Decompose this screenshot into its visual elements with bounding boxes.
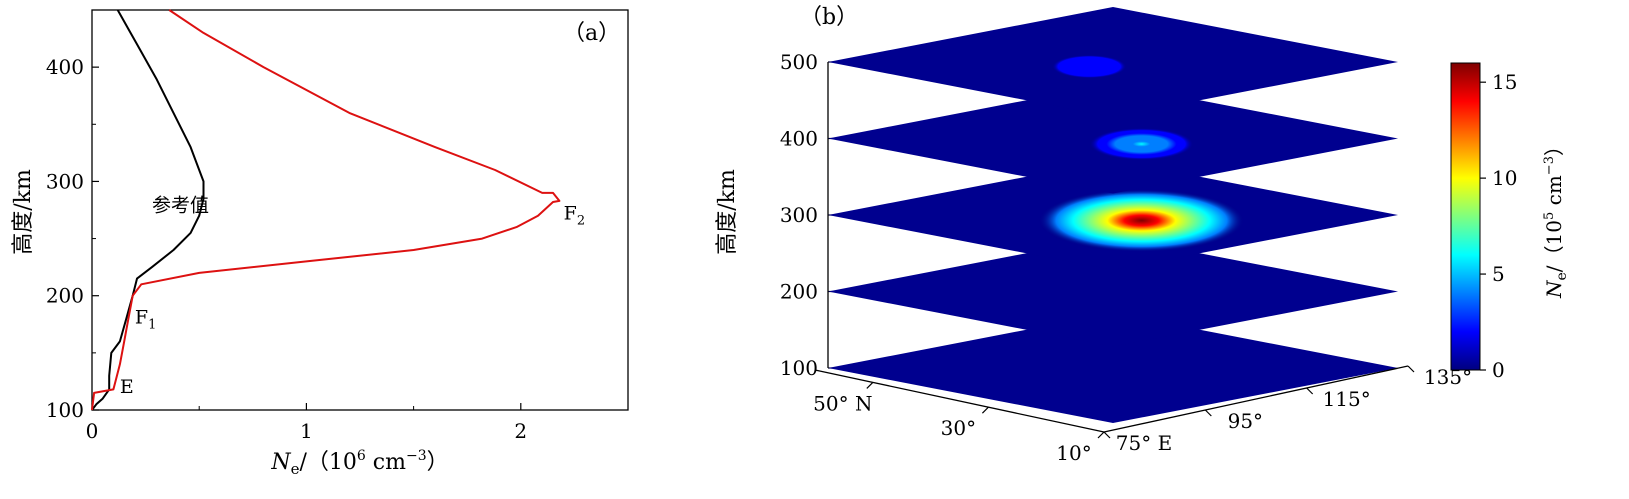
annotation-text: 参考值 — [152, 194, 209, 216]
panel-b-lon-ticks: 75° E95°115°135° — [1103, 365, 1472, 455]
colorbar-bar — [1450, 62, 1481, 371]
lon-tick-mark — [1306, 387, 1314, 395]
annotation-sub: 2 — [577, 213, 585, 228]
panel-a-x-unit2: cm — [366, 450, 406, 475]
peak-500 — [1051, 54, 1127, 79]
panel-a-x-axis-label: Ne/（106 cm−3） — [270, 448, 448, 478]
colorbar-tick-label: 0 — [1492, 358, 1505, 382]
lat-tick-mark — [1097, 431, 1105, 439]
lat-tick-label: 30° — [941, 416, 976, 440]
annotation-text: F — [135, 306, 148, 328]
panel-a-x-ticks: 0 1 2 — [86, 403, 527, 443]
lon-tick-label: 115° — [1323, 387, 1371, 411]
annotation-0: 参考值 — [152, 194, 209, 216]
annotation-text: E — [120, 376, 134, 398]
z-tick-label: 100 — [780, 356, 818, 380]
y-tick-label: 400 — [46, 55, 84, 79]
panel-b-z-axis-label: 高度/km — [715, 169, 740, 255]
panel-b-label: （b） — [800, 5, 858, 30]
panel-a-x-unit: /（10 — [299, 450, 356, 475]
panel-a-x-symbol: N — [270, 450, 291, 475]
x-tick-label: 0 — [86, 419, 99, 443]
layer-200 — [828, 236, 1398, 347]
z-tick-label: 200 — [780, 280, 818, 304]
annotation-1: F2 — [564, 202, 585, 228]
panel-b-3d-slices: （b） 100 200 300 400 500 50° N 30° 10° 75° E 95°… — [715, 5, 1472, 465]
y-tick-label: 100 — [46, 398, 84, 422]
colorbar-label: Ne/（105 cm−3） — [1542, 136, 1570, 299]
panel-a-y-ticks: 100 200 300 400 — [46, 55, 99, 422]
colorbar-sub: e — [1554, 272, 1570, 280]
z-tick-label: 300 — [780, 203, 818, 227]
lat-tick-label: 10° — [1056, 441, 1091, 465]
panel-a-x-sub: e — [291, 460, 300, 478]
panel-a-y-axis-label: 高度/km — [11, 169, 36, 255]
series-line-1 — [91, 9, 561, 411]
lon-tick-mark — [1204, 409, 1212, 417]
panel-a-label: （a） — [563, 21, 620, 46]
lat-tick-mark — [981, 406, 989, 414]
colorbar-ticks: 0 5 10 15 — [1480, 70, 1517, 382]
panel-b-lat-ticks: 50° N 30° 10° — [813, 381, 1105, 465]
x-tick-label: 1 — [300, 419, 313, 443]
colorbar-tick-label: 15 — [1492, 70, 1517, 94]
lon-tick-label: 75° E — [1116, 431, 1172, 455]
panel-b-lat-axis — [814, 369, 1105, 433]
colorbar-exp2: −3 — [1542, 156, 1557, 175]
colorbar-unit2: cm — [1542, 175, 1566, 212]
colorbar-symbol: N — [1542, 279, 1566, 299]
panel-b-lon-axis — [1103, 365, 1409, 433]
panel-a-x-exp2: −3 — [406, 448, 427, 464]
annotation-text: F — [564, 202, 577, 224]
panel-a-x-close: ） — [427, 450, 449, 475]
layer-100 — [828, 313, 1398, 423]
x-tick-label: 2 — [514, 419, 527, 443]
annotation-2: F1 — [135, 306, 156, 332]
lat-tick-label: 50° N — [813, 391, 872, 415]
colorbar-exp: 5 — [1542, 212, 1557, 220]
lon-tick-label: 95° — [1228, 409, 1263, 433]
panel-b-layers — [828, 7, 1398, 423]
panel-a-series — [91, 9, 561, 411]
panel-a-x-exp: 6 — [357, 448, 366, 464]
panel-a-plot-frame — [91, 9, 629, 411]
colorbar-tick-label: 10 — [1492, 166, 1517, 190]
annotation-sub: 1 — [148, 317, 156, 332]
peak-400 — [1089, 127, 1194, 161]
lat-tick-mark — [866, 381, 874, 389]
y-tick-label: 200 — [46, 284, 84, 308]
colorbar-tick-label: 5 — [1492, 262, 1505, 286]
panel-b-z-ticks: 100 200 300 400 500 — [780, 50, 836, 380]
lon-tick-mark — [1103, 431, 1111, 439]
colorbar-close: ） — [1542, 136, 1566, 156]
y-tick-label: 300 — [46, 169, 84, 193]
z-tick-label: 400 — [780, 127, 818, 151]
lon-tick-mark — [1407, 365, 1415, 373]
z-tick-label: 500 — [780, 50, 818, 74]
series-line-0 — [91, 9, 205, 411]
annotation-3: E — [120, 376, 134, 398]
colorbar-unit: /（10 — [1542, 220, 1566, 272]
peak-300 — [1039, 189, 1244, 252]
